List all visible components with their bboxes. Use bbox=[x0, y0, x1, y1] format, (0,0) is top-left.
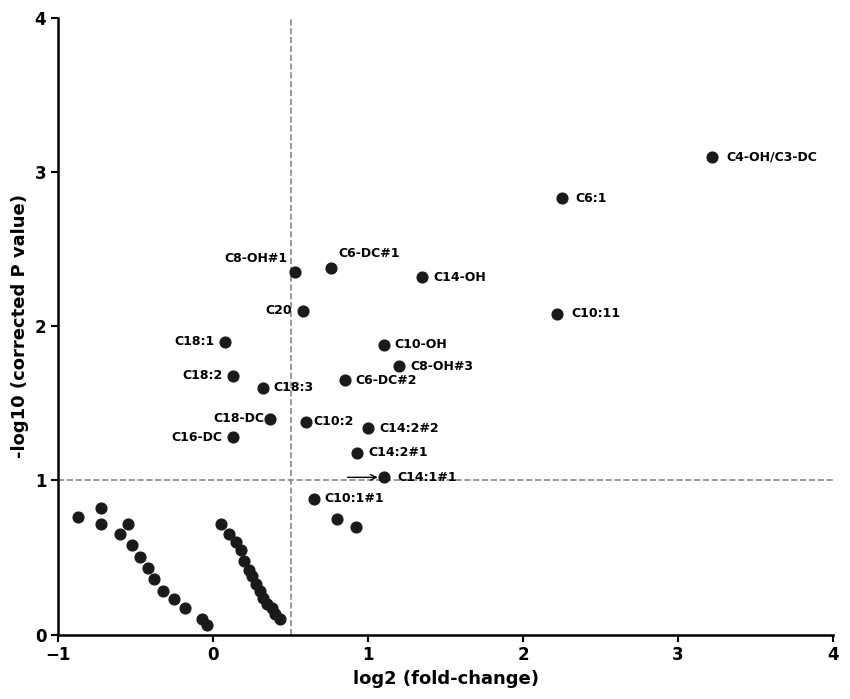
Point bbox=[324, 262, 337, 273]
Point bbox=[200, 620, 213, 631]
Text: C10:11: C10:11 bbox=[571, 308, 620, 320]
Point bbox=[235, 545, 248, 556]
Point bbox=[555, 193, 569, 204]
Text: C18:2: C18:2 bbox=[182, 369, 223, 382]
Point bbox=[178, 603, 192, 614]
Text: C16-DC: C16-DC bbox=[172, 431, 223, 444]
Point bbox=[245, 570, 258, 582]
Point bbox=[377, 339, 390, 350]
Text: C6:1: C6:1 bbox=[575, 192, 607, 205]
Point bbox=[222, 528, 235, 540]
Text: C6-DC#2: C6-DC#2 bbox=[355, 374, 417, 387]
X-axis label: log2 (fold-change): log2 (fold-change) bbox=[353, 670, 539, 688]
Point bbox=[269, 609, 282, 620]
Point bbox=[121, 518, 134, 529]
Text: C10-OH: C10-OH bbox=[394, 338, 447, 352]
Point bbox=[261, 598, 275, 610]
Text: C14-OH: C14-OH bbox=[434, 271, 486, 284]
Point bbox=[226, 432, 240, 443]
Point bbox=[393, 361, 406, 372]
Point bbox=[377, 472, 390, 483]
Point bbox=[94, 518, 108, 529]
Point bbox=[706, 151, 719, 162]
Point bbox=[296, 305, 309, 317]
Text: C10:2: C10:2 bbox=[314, 415, 354, 428]
Point bbox=[126, 540, 139, 551]
Point bbox=[156, 586, 170, 597]
Point bbox=[196, 614, 209, 625]
Point bbox=[230, 536, 243, 547]
Point bbox=[256, 382, 269, 394]
Text: C8-OH#1: C8-OH#1 bbox=[224, 252, 287, 265]
Point bbox=[242, 564, 256, 575]
Point bbox=[214, 518, 228, 529]
Text: C18-DC: C18-DC bbox=[213, 412, 264, 425]
Point bbox=[141, 563, 155, 574]
Text: C8-OH#3: C8-OH#3 bbox=[410, 360, 473, 373]
Point bbox=[250, 578, 264, 589]
Point bbox=[551, 308, 564, 319]
Point bbox=[273, 614, 286, 625]
Point bbox=[361, 422, 375, 433]
Text: C20: C20 bbox=[265, 304, 292, 317]
Point bbox=[288, 267, 302, 278]
Point bbox=[167, 593, 181, 605]
Point bbox=[264, 413, 277, 424]
Point bbox=[416, 271, 429, 282]
Point bbox=[338, 375, 352, 386]
Text: C14:2#2: C14:2#2 bbox=[379, 421, 439, 435]
Point bbox=[226, 370, 240, 381]
Point bbox=[252, 586, 266, 597]
Point bbox=[147, 573, 161, 584]
Text: C18:3: C18:3 bbox=[274, 382, 314, 394]
Y-axis label: -log10 (corrected P value): -log10 (corrected P value) bbox=[11, 194, 29, 459]
Text: C18:1: C18:1 bbox=[174, 336, 215, 348]
Point bbox=[94, 503, 108, 514]
Point bbox=[133, 552, 147, 563]
Point bbox=[113, 528, 127, 540]
Point bbox=[218, 336, 232, 347]
Point bbox=[348, 521, 362, 532]
Point bbox=[71, 512, 85, 523]
Point bbox=[237, 555, 251, 566]
Point bbox=[299, 417, 313, 428]
Point bbox=[256, 592, 269, 603]
Point bbox=[307, 493, 320, 505]
Text: C6-DC#1: C6-DC#1 bbox=[338, 247, 400, 260]
Point bbox=[331, 513, 344, 524]
Text: C14:2#1: C14:2#1 bbox=[368, 446, 428, 459]
Text: C4-OH/C3-DC: C4-OH/C3-DC bbox=[726, 150, 817, 164]
Text: C14:1#1: C14:1#1 bbox=[398, 471, 457, 484]
Point bbox=[265, 603, 279, 614]
Point bbox=[350, 447, 364, 459]
Text: C10:1#1: C10:1#1 bbox=[325, 492, 384, 505]
